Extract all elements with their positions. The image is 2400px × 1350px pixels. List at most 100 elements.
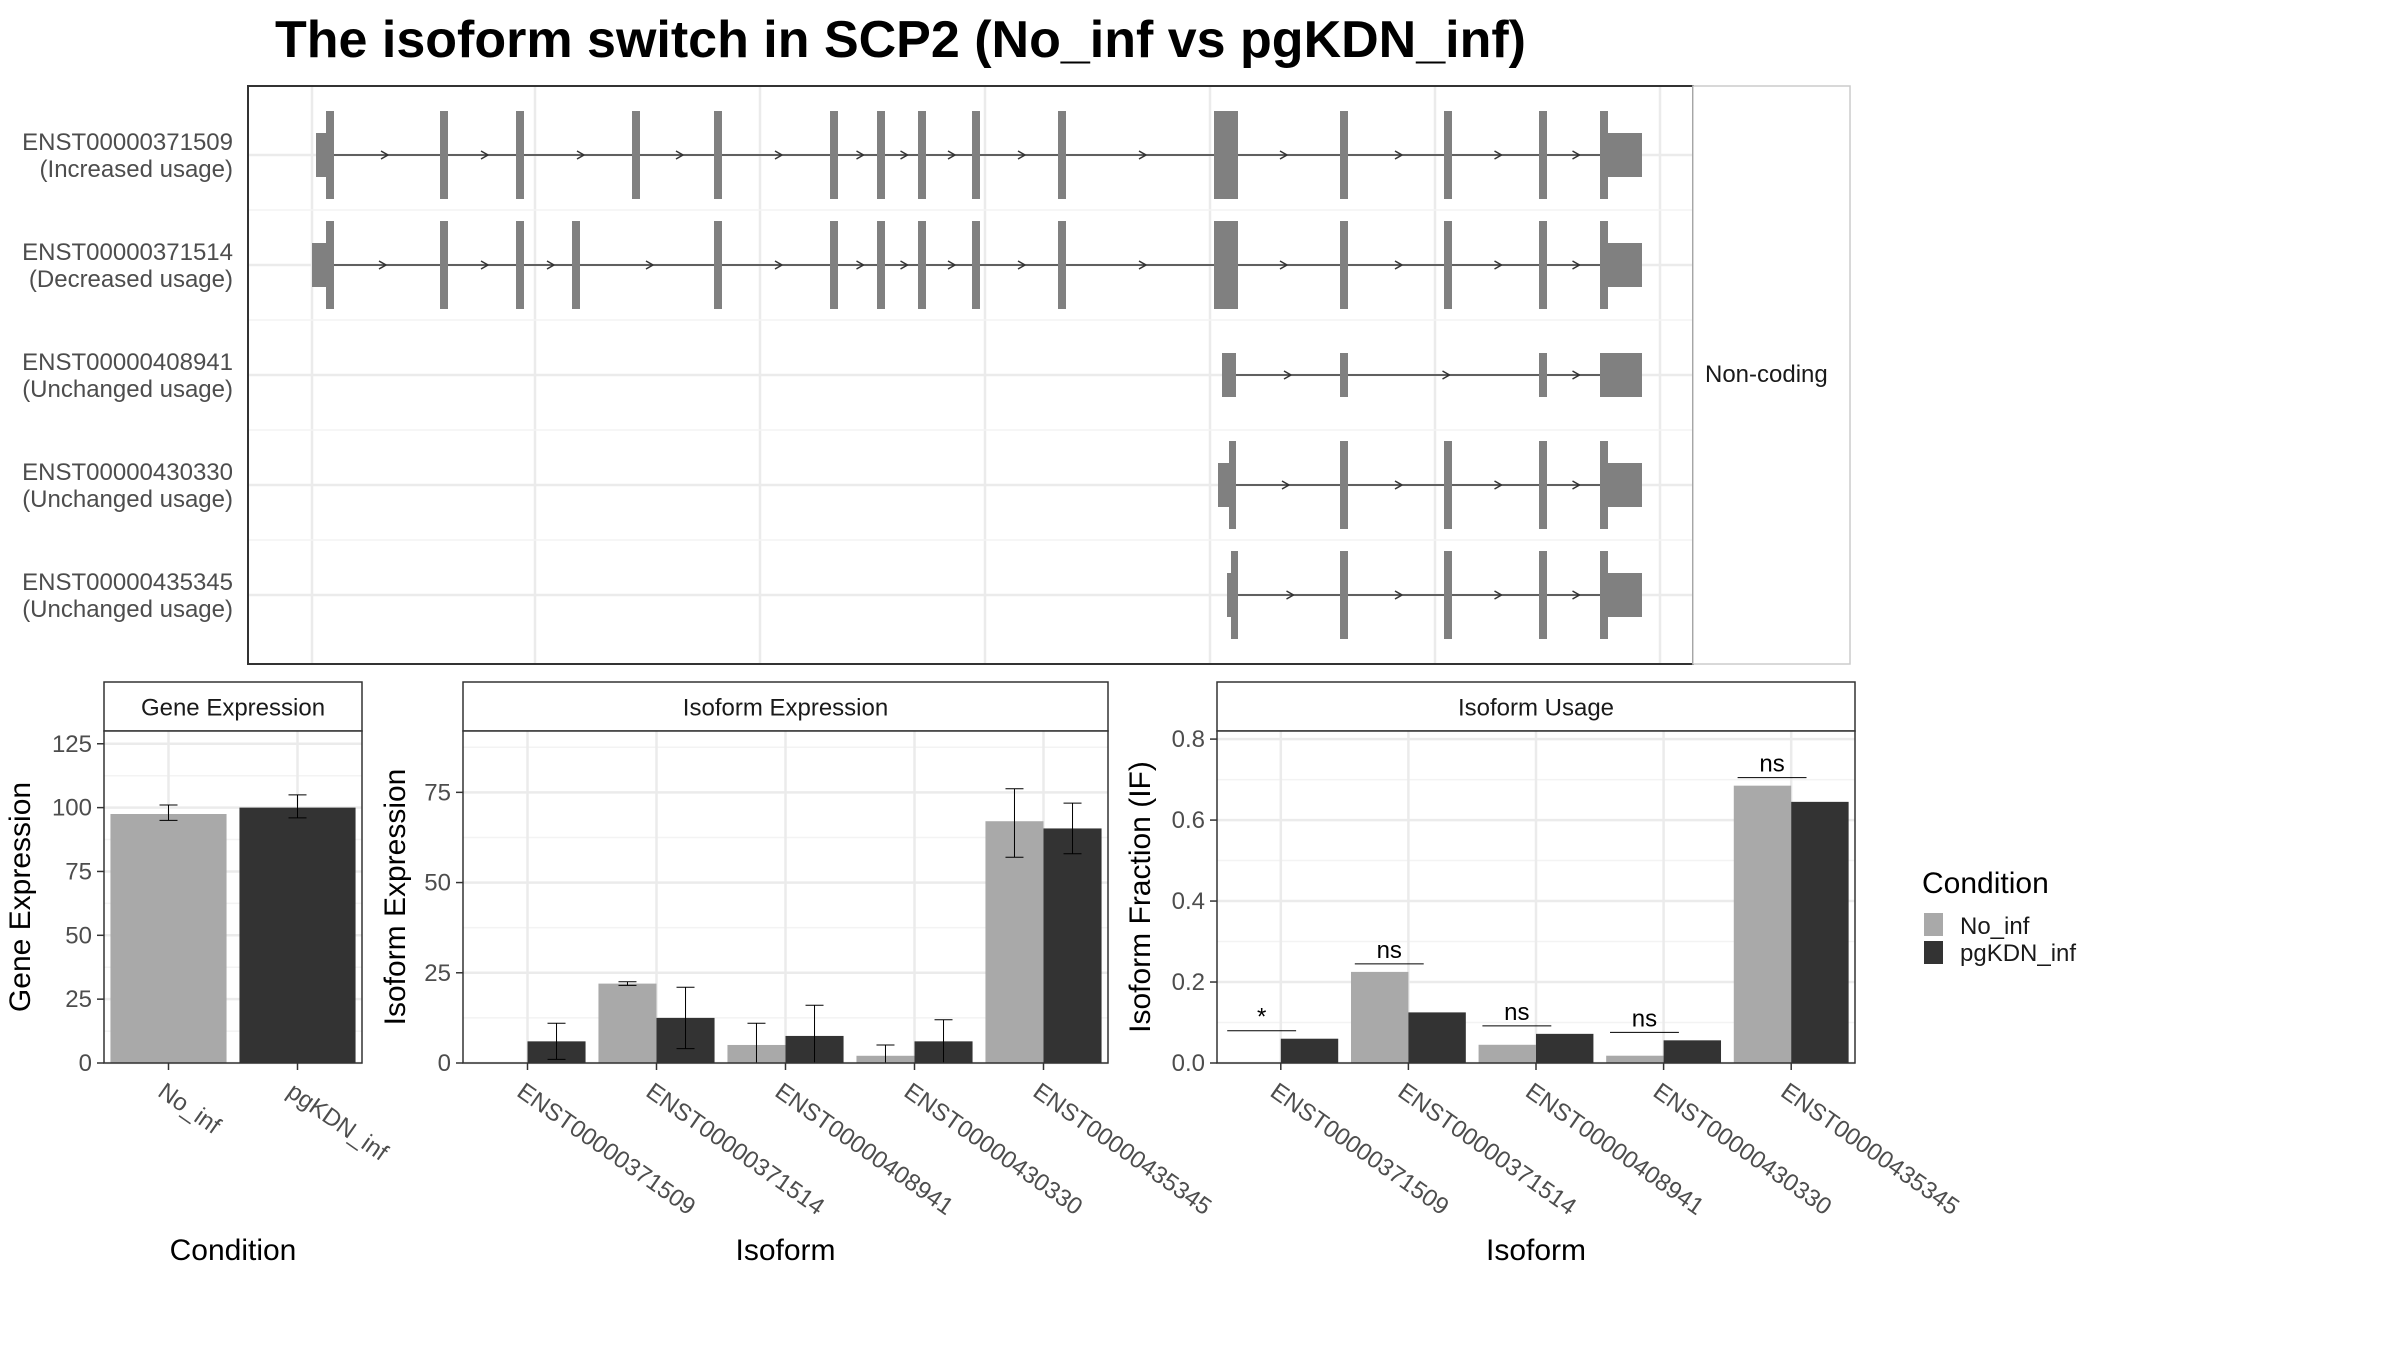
x-axis-title: Isoform xyxy=(1486,1234,1586,1267)
y-axis-title: Gene Expression xyxy=(4,782,37,1012)
panel-border xyxy=(462,730,1109,1064)
coding-exon xyxy=(1444,111,1452,199)
intron-arrow xyxy=(1017,260,1027,270)
coding-exon xyxy=(1340,441,1348,529)
noncoding-exon xyxy=(1606,353,1642,397)
coding-exon xyxy=(877,111,885,199)
y-tick-label: 0.8 xyxy=(1172,726,1205,753)
significance-label: ns xyxy=(1377,937,1402,964)
intron-arrow xyxy=(1494,480,1504,490)
coding-exon xyxy=(1340,111,1348,199)
bar xyxy=(1733,785,1792,1063)
coding-exon xyxy=(516,221,524,309)
bar xyxy=(1663,1040,1722,1063)
coding-exon xyxy=(1444,221,1452,309)
transcript-track xyxy=(312,221,1642,309)
utr-exon xyxy=(312,243,330,287)
intron-arrow xyxy=(1494,260,1504,270)
coding-exon xyxy=(1229,441,1236,529)
coding-exon xyxy=(877,221,885,309)
coding-exon xyxy=(918,111,926,199)
transcript-id-label: ENST00000408941 xyxy=(22,349,233,376)
coding-exon xyxy=(830,221,838,309)
significance-label: ns xyxy=(1504,999,1529,1026)
noncoding-exon xyxy=(1539,353,1547,397)
transcript-tracks xyxy=(312,111,1642,639)
intron-arrow xyxy=(1283,370,1293,380)
intron-arrow xyxy=(1138,150,1148,160)
coding-exon xyxy=(1600,441,1608,529)
significance-label: ns xyxy=(1759,751,1784,778)
intron-arrow xyxy=(1394,590,1404,600)
coding-exon xyxy=(1340,221,1348,309)
intron-arrow xyxy=(576,150,586,160)
intron-arrow xyxy=(378,260,388,270)
coding-exon xyxy=(1058,111,1066,199)
y-tick-label: 75 xyxy=(65,858,92,885)
intron-arrow xyxy=(546,260,556,270)
panel-strip-title: Gene Expression xyxy=(141,695,325,722)
intron-arrow xyxy=(856,260,866,270)
y-tick-label: 0 xyxy=(438,1050,451,1077)
panel-strip xyxy=(103,681,363,732)
utr-exon xyxy=(1218,463,1232,507)
coding-exon xyxy=(572,221,580,309)
y-axis-title: Isoform Fraction (IF) xyxy=(1124,761,1157,1033)
intron-arrow xyxy=(480,260,490,270)
coding-exon xyxy=(440,111,448,199)
noncoding-exon xyxy=(1600,353,1608,397)
transcript-track xyxy=(1218,441,1642,529)
transcript-id-label: ENST00000430330 xyxy=(22,459,233,486)
intron-arrow xyxy=(675,150,685,160)
coding-exon xyxy=(1444,441,1452,529)
coding-exon xyxy=(1539,111,1547,199)
coding-exon xyxy=(1058,221,1066,309)
y-tick-label: 25 xyxy=(65,986,92,1013)
intron-arrow xyxy=(1279,260,1289,270)
intron-arrow xyxy=(1281,480,1291,490)
y-tick-label: 0 xyxy=(79,1050,92,1077)
bar xyxy=(598,983,657,1063)
coding-exon xyxy=(516,111,524,199)
transcript-usage-label: (Decreased usage) xyxy=(29,266,233,293)
coding-exon xyxy=(1214,221,1238,309)
intron-arrow xyxy=(1394,260,1404,270)
legend-swatch-no-inf xyxy=(1924,913,1943,936)
transcript-track xyxy=(316,111,1642,199)
bar xyxy=(239,807,356,1063)
coding-exon xyxy=(714,221,722,309)
intron-arrow xyxy=(645,260,655,270)
x-tick-label: No_inf xyxy=(153,1078,226,1140)
coding-exon xyxy=(972,111,980,199)
coding-exon xyxy=(918,221,926,309)
transcript-track xyxy=(1227,551,1642,639)
coding-exon xyxy=(1340,551,1348,639)
condition-legend-title: Condition xyxy=(1922,867,2049,900)
coding-exon xyxy=(1600,111,1608,199)
panel-strip xyxy=(1216,681,1856,732)
condition-legend: Condition No_inf pgKDN_inf xyxy=(1922,867,2076,967)
intron-arrow xyxy=(1494,150,1504,160)
bar xyxy=(110,814,227,1063)
isoform-expression-chart: Isoform Expression0255075ENST00000371509… xyxy=(379,681,1216,1267)
bar xyxy=(1408,1012,1466,1063)
coding-exon xyxy=(440,221,448,309)
y-tick-label: 75 xyxy=(424,779,451,806)
y-tick-label: 125 xyxy=(52,731,92,758)
intron-arrow xyxy=(1394,480,1404,490)
bar xyxy=(1280,1038,1339,1063)
legend-swatch-pgkdn-inf xyxy=(1924,941,1943,964)
noncoding-legend-label: Non-coding xyxy=(1705,361,1828,388)
bar xyxy=(1536,1033,1594,1063)
y-tick-label: 100 xyxy=(52,795,92,822)
panel-border xyxy=(103,730,363,1064)
intron-arrow xyxy=(380,150,390,160)
intron-arrow xyxy=(480,150,490,160)
intron-arrow xyxy=(1572,480,1582,490)
intron-arrow xyxy=(1286,590,1296,600)
coding-exon xyxy=(1539,551,1547,639)
x-axis-title: Isoform xyxy=(735,1234,835,1267)
coding-exon xyxy=(1600,551,1608,639)
significance-label: ns xyxy=(1632,1005,1657,1032)
